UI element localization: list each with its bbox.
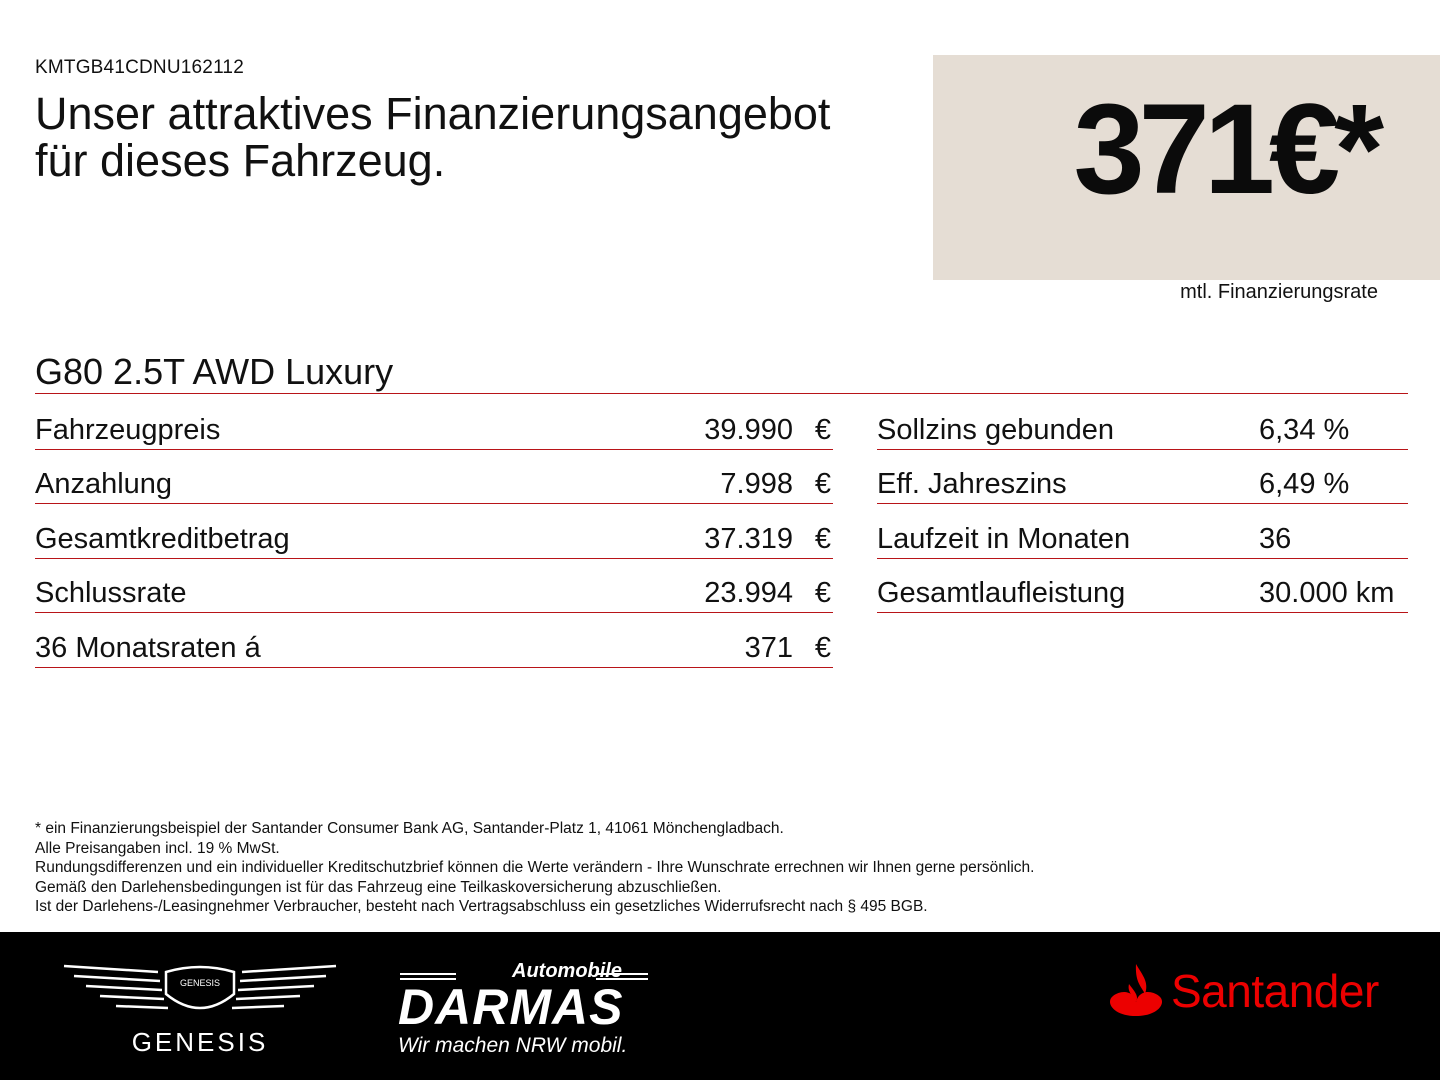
dealer-logo-name: DARMAS [398, 979, 624, 1035]
row-currency: € [814, 468, 831, 500]
dealer-logo-top: Automobile [398, 960, 650, 984]
row-value: 37.319 [704, 522, 793, 555]
headline-line-2: für dieses Fahrzeug. [35, 135, 446, 186]
legal-footnote: * ein Finanzierungsbeispiel der Santande… [35, 819, 1415, 917]
row-currency: € [814, 522, 831, 555]
vehicle-id: KMTGB41CDNU162112 [35, 57, 244, 78]
footnote-line: * ein Finanzierungsbeispiel der Santande… [35, 820, 784, 837]
dealer-logo: Automobile DARMAS Wir machen NRW mobil. [398, 960, 650, 1058]
financing-table-left: Fahrzeugpreis 39.990 € Anzahlung 7.998 €… [35, 395, 833, 668]
row-value: 6,49 % [1259, 468, 1350, 500]
santander-logo: Santander [1105, 962, 1379, 1020]
footnote-line: Rundungsdifferenzen und ein individuelle… [35, 859, 1035, 876]
headline-line-1: Unser attraktives Finanzierungsangebot [35, 88, 831, 139]
row-label: Anzahlung [35, 468, 173, 500]
row-label: Gesamtkreditbetrag [35, 522, 290, 555]
table-row: Gesamtkreditbetrag 37.319 € [35, 504, 833, 559]
row-label: Gesamtlaufleistung [877, 577, 1126, 609]
row-currency: € [814, 413, 831, 446]
row-value: 7.998 [720, 468, 793, 500]
footnote-line: Alle Preisangaben incl. 19 % MwSt. [35, 839, 280, 857]
dealer-logo-automobile: Automobile [512, 960, 622, 982]
genesis-badge-text: GENESIS [180, 978, 220, 988]
genesis-logo-icon: GENESIS [63, 964, 337, 1010]
santander-flame-icon [1109, 964, 1163, 1016]
row-label: 36 Monatsraten á [35, 631, 261, 664]
table-row: Anzahlung 7.998 € [35, 450, 833, 504]
dealer-slogan: Wir machen NRW mobil. [398, 1034, 628, 1057]
genesis-wordmark: GENESIS [131, 1027, 269, 1057]
monthly-rate-amount: 371€* [1073, 78, 1384, 221]
row-value: 36 [1259, 522, 1292, 555]
row-label: Schlussrate [35, 577, 187, 609]
row-label: Sollzins gebunden [877, 413, 1115, 446]
row-label: Laufzeit in Monaten [877, 522, 1131, 555]
financing-table-right: Sollzins gebunden 6,34 % Eff. Jahreszins… [877, 395, 1408, 613]
dealer-logo-lines-icon [400, 973, 648, 980]
row-value: 30.000 km [1259, 577, 1395, 609]
row-label: Eff. Jahreszins [877, 468, 1067, 500]
row-value: 39.990 [704, 413, 793, 446]
table-row: Schlussrate 23.994 € [35, 559, 833, 613]
row-value: 6,34 % [1259, 413, 1350, 446]
row-value: 23.994 [704, 577, 793, 609]
row-currency: € [814, 577, 831, 609]
footnote-line: Ist der Darlehens-/Leasingnehmer Verbrau… [35, 898, 928, 915]
footer-bar: GENESIS GENESIS Automobile DARMAS Wir ma… [0, 932, 1440, 1080]
footnote-line: Gemäß den Darlehensbedingungen ist für d… [35, 878, 722, 896]
table-row: Sollzins gebunden 6,34 % [877, 395, 1408, 450]
row-label: Fahrzeugpreis [35, 413, 221, 446]
headline: Unser attraktives Finanzierungsangebot f… [35, 90, 915, 184]
table-row: Laufzeit in Monaten 36 [877, 504, 1408, 559]
price-box: 371€* mtl. Finanzierungsrate [933, 55, 1440, 303]
model-title: G80 2.5T AWD Luxury [35, 350, 1408, 394]
table-row: Eff. Jahreszins 6,49 % [877, 450, 1408, 504]
table-row: Gesamtlaufleistung 30.000 km [877, 559, 1408, 613]
table-row: Fahrzeugpreis 39.990 € [35, 395, 833, 450]
table-row: 36 Monatsraten á 371 € [35, 613, 833, 668]
row-value: 371 [744, 631, 793, 664]
santander-wordmark: Santander [1171, 965, 1379, 1017]
row-currency: € [814, 631, 831, 664]
monthly-rate-label: mtl. Finanzierungsrate [1180, 281, 1378, 303]
